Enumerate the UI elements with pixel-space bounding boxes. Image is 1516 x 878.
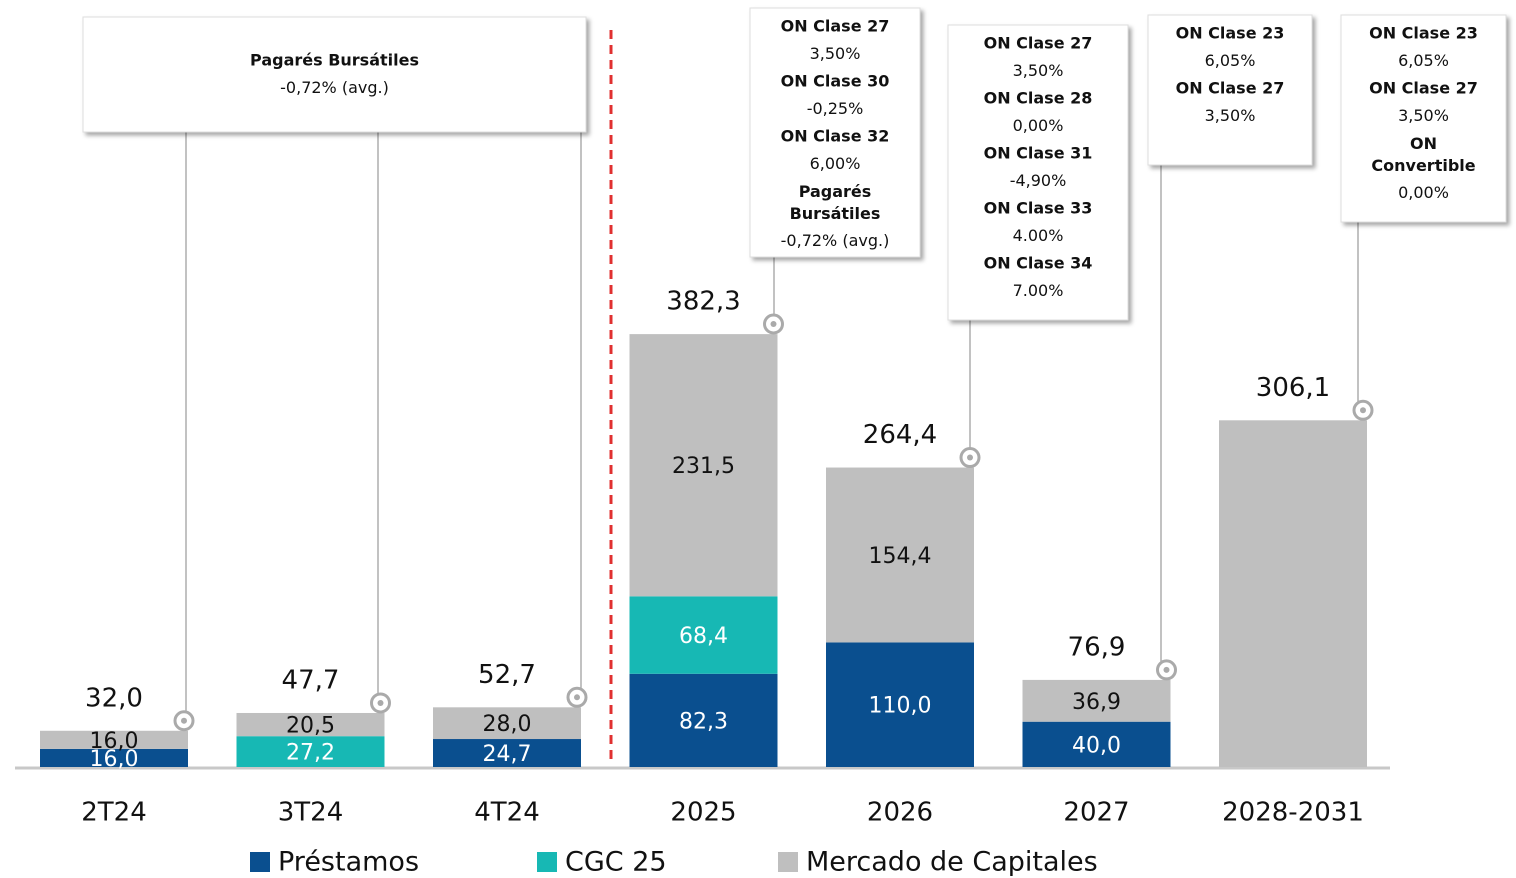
callout-dot-inner xyxy=(1360,407,1366,414)
bar-segment xyxy=(433,739,581,767)
segment-label: 231,5 xyxy=(672,454,735,479)
category-label: 2028-2031 xyxy=(1222,798,1364,828)
category-label: 2026 xyxy=(867,798,933,828)
callout-dot-inner xyxy=(770,321,777,327)
callout-dot-inner xyxy=(377,699,384,706)
legend-swatch xyxy=(778,852,798,872)
segment-label: 154,4 xyxy=(869,544,932,569)
bar-segment xyxy=(629,334,778,597)
callout-title: ON Clase 30 xyxy=(781,72,890,91)
segment-label: 36,9 xyxy=(1072,690,1121,715)
callout-title: ON Convertible xyxy=(1371,134,1475,175)
callout-dot-inner xyxy=(574,694,580,701)
callout-rate: 3,50% xyxy=(1398,106,1449,125)
total-label: 76,9 xyxy=(1068,632,1126,662)
callout-rate: 0,00% xyxy=(1398,183,1449,202)
callout-rate: 6,05% xyxy=(1205,51,1256,70)
bar-segment xyxy=(236,712,385,737)
segment-label: 110,0 xyxy=(869,694,932,719)
callout-rate: 6,00% xyxy=(810,154,861,173)
callout-rate: 3,50% xyxy=(1205,106,1256,125)
callout-rate: -0,72% (avg.) xyxy=(781,231,890,250)
total-label: 52,7 xyxy=(478,660,536,690)
callout-title: ON Clase 27 xyxy=(1176,79,1285,98)
segment-label: 82,3 xyxy=(679,709,728,734)
segment-label: 20,5 xyxy=(286,714,335,739)
segment-label: 28,0 xyxy=(483,712,532,737)
bar-segment xyxy=(433,707,581,740)
legend-swatch xyxy=(250,852,270,872)
callout-title: ON Clase 34 xyxy=(984,254,1093,273)
callout-title: Pagarés Bursátiles xyxy=(250,51,419,70)
segment-label: 16,0 xyxy=(90,747,139,772)
bar-segment xyxy=(1022,679,1171,722)
total-label: 32,0 xyxy=(85,683,143,713)
total-label: 382,3 xyxy=(666,287,740,317)
bar-segment xyxy=(40,748,188,767)
callout-dot-inner xyxy=(967,454,973,461)
callout-title: ON Clase 27 xyxy=(984,34,1093,53)
bar-segment xyxy=(629,596,778,674)
callout-box xyxy=(749,7,921,258)
total-label: 264,4 xyxy=(863,420,937,450)
category-label: 3T24 xyxy=(278,798,344,828)
legend-label: Mercado de Capitales xyxy=(806,847,1098,878)
bar-segment xyxy=(629,673,778,767)
legend-swatch xyxy=(537,852,557,872)
callout-dot-inner xyxy=(181,717,187,724)
legend-label: Préstamos xyxy=(278,847,419,878)
bar-segment xyxy=(1022,721,1171,767)
callout-title: ON Clase 33 xyxy=(984,199,1093,218)
bar-segment xyxy=(826,642,974,767)
callout-title: ON Clase 28 xyxy=(984,89,1093,108)
callout-rate: 3,50% xyxy=(810,44,861,63)
legend-label: CGC 25 xyxy=(565,847,667,878)
segment-label: 24,7 xyxy=(483,742,532,767)
category-label: 4T24 xyxy=(474,798,540,828)
bar-segment xyxy=(826,467,974,643)
segment-label: 68,4 xyxy=(679,624,728,649)
callout-rate: -0,25% xyxy=(807,99,864,118)
segment-label: 27,2 xyxy=(286,741,335,766)
category-label: 2025 xyxy=(670,798,736,828)
bar-segment xyxy=(40,730,188,749)
callout-title: ON Clase 23 xyxy=(1176,24,1285,43)
callout-dot-inner xyxy=(1163,666,1170,673)
callout-box xyxy=(1147,14,1313,166)
callout-box xyxy=(947,24,1129,321)
callout-rate: 6,05% xyxy=(1398,51,1449,70)
callout-rate: -0,72% (avg.) xyxy=(280,78,389,97)
bar-segment xyxy=(1219,420,1367,767)
bar-segment xyxy=(236,736,385,767)
segment-label: 40,0 xyxy=(1072,733,1121,758)
callout-title: ON Clase 27 xyxy=(1369,79,1478,98)
callout-title: ON Clase 32 xyxy=(781,127,890,146)
category-label: 2T24 xyxy=(81,798,147,828)
callout-rate: 7.00% xyxy=(1013,281,1064,300)
callout-box xyxy=(82,16,587,133)
callout-title: Pagarés Bursátiles xyxy=(790,182,881,223)
callout-title: ON Clase 31 xyxy=(984,144,1093,163)
total-label: 47,7 xyxy=(282,665,340,695)
total-label: 306,1 xyxy=(1256,373,1330,403)
callout-title: ON Clase 23 xyxy=(1369,24,1478,43)
callout-rate: 4.00% xyxy=(1013,226,1064,245)
callout-rate: -4,90% xyxy=(1010,171,1067,190)
category-label: 2027 xyxy=(1063,798,1129,828)
callout-box xyxy=(1340,14,1507,223)
segment-label: 16,0 xyxy=(90,729,139,754)
callout-title: ON Clase 27 xyxy=(781,17,890,36)
callout-rate: 0,00% xyxy=(1013,116,1064,135)
callout-rate: 3,50% xyxy=(1013,61,1064,80)
